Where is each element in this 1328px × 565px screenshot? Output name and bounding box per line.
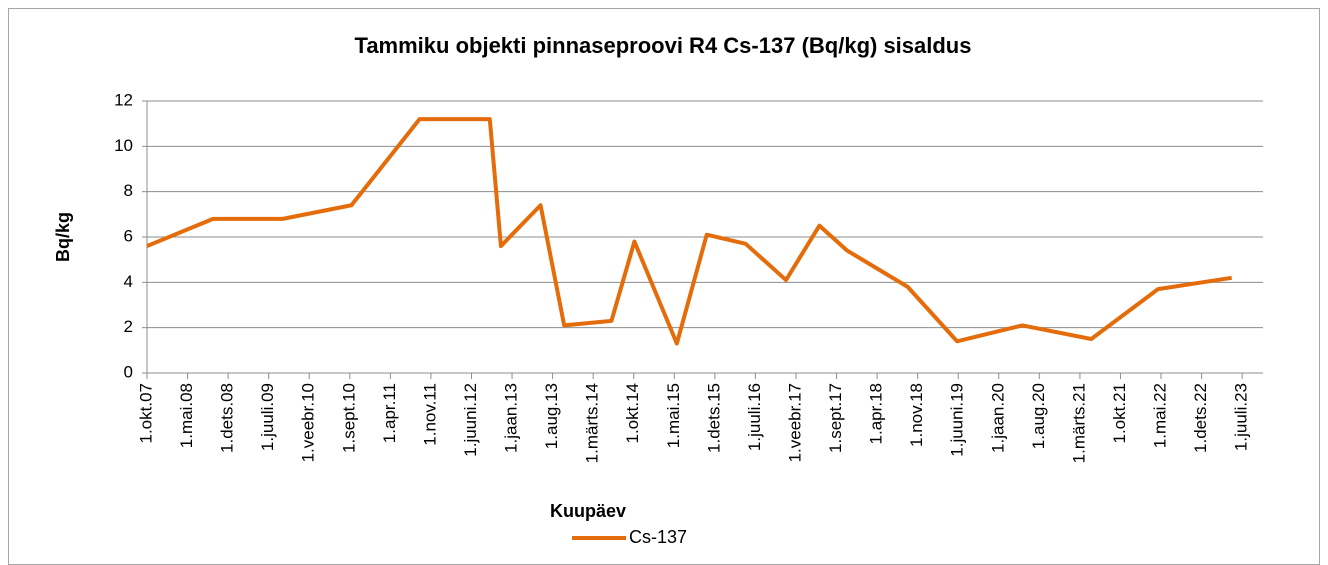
x-tick-label: 1.nov.11 bbox=[420, 383, 439, 446]
x-tick-label: 1.okt.07 bbox=[136, 383, 155, 444]
x-tick-label: 1.juuli.09 bbox=[258, 383, 277, 451]
x-tick-label: 1.jaan.13 bbox=[502, 383, 521, 453]
x-tick-label: 1.juuni.12 bbox=[461, 383, 480, 457]
x-axis-title: Kuupäev bbox=[550, 501, 626, 521]
x-tick-label: 1.veebr.10 bbox=[299, 383, 318, 462]
x-tick-label: 1.juuli.23 bbox=[1232, 383, 1251, 451]
x-tick-label: 1.nov.18 bbox=[907, 383, 926, 447]
x-tick-label: 1.märts.14 bbox=[583, 383, 602, 463]
x-tick-label: 1.märts.21 bbox=[1069, 383, 1088, 463]
y-tick-label: 6 bbox=[124, 226, 133, 245]
x-tick-label: 1.okt.21 bbox=[1110, 383, 1129, 444]
y-tick-label: 0 bbox=[124, 362, 133, 381]
chart-title: Tammiku objekti pinnaseproovi R4 Cs-137 … bbox=[355, 33, 972, 58]
x-tick-label: 1.juuni.19 bbox=[948, 383, 967, 457]
x-tick-label: 1.jaan.20 bbox=[988, 383, 1007, 453]
x-tick-label: 1.sept.10 bbox=[339, 383, 358, 453]
y-tick-label: 8 bbox=[124, 181, 133, 200]
x-tick-label: 1.juuli.16 bbox=[745, 383, 764, 451]
x-tick-label: 1.mai.22 bbox=[1150, 383, 1169, 448]
chart-border bbox=[8, 8, 1320, 565]
y-tick-label: 12 bbox=[114, 90, 133, 109]
y-tick-label: 2 bbox=[124, 317, 133, 336]
x-tick-label: 1.mai.15 bbox=[664, 383, 683, 448]
x-tick-label: 1.okt.14 bbox=[623, 383, 642, 444]
y-axis-title: Bq/kg bbox=[53, 212, 73, 262]
y-tick-label: 4 bbox=[124, 272, 133, 291]
x-tick-label: 1.dets.08 bbox=[218, 383, 237, 453]
x-tick-label: 1.aug.20 bbox=[1029, 383, 1048, 449]
legend-label: Cs-137 bbox=[629, 527, 687, 547]
x-tick-label: 1.veebr.17 bbox=[785, 383, 804, 462]
x-tick-label: 1.sept.17 bbox=[826, 383, 845, 453]
x-tick-label: 1.apr.11 bbox=[380, 383, 399, 443]
x-tick-label: 1.dets.15 bbox=[704, 383, 723, 453]
data-line bbox=[146, 117, 1233, 346]
y-tick-label: 10 bbox=[114, 136, 133, 155]
x-tick-label: 1.mai.08 bbox=[177, 383, 196, 448]
x-tick-label: 1.apr.18 bbox=[867, 383, 886, 444]
x-tick-label: 1.aug.13 bbox=[542, 383, 561, 449]
x-tick-label: 1.dets.22 bbox=[1191, 383, 1210, 453]
